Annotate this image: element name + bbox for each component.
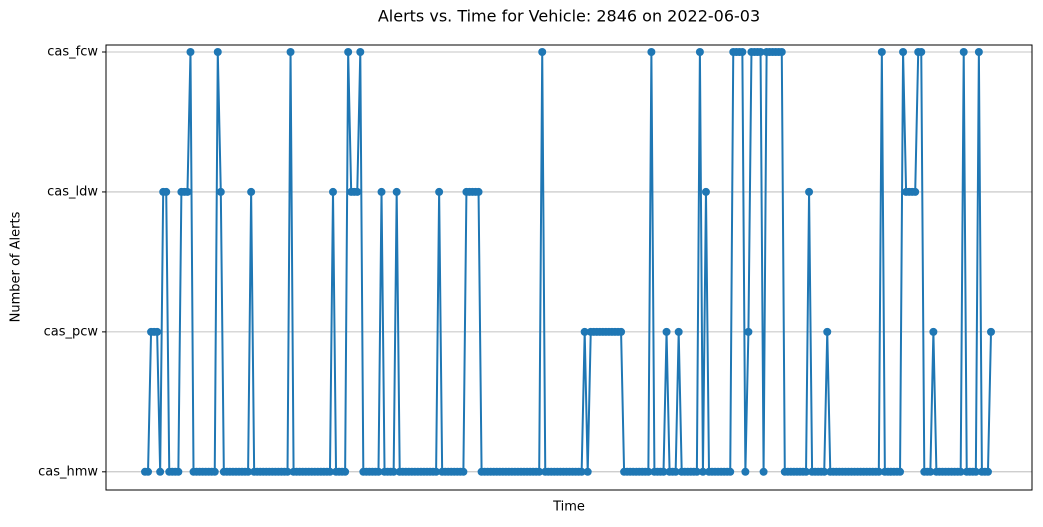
point: [805, 187, 814, 196]
point: [674, 327, 683, 336]
point: [435, 187, 444, 196]
point: [671, 467, 680, 476]
point: [971, 467, 980, 476]
y-axis-label: Number of Alerts: [9, 211, 24, 322]
point: [738, 47, 747, 56]
point: [286, 47, 295, 56]
point: [377, 187, 386, 196]
point: [647, 47, 656, 56]
point: [183, 187, 192, 196]
point: [929, 327, 938, 336]
point: [156, 467, 165, 476]
point: [459, 467, 468, 476]
point: [644, 467, 653, 476]
point: [974, 47, 983, 56]
point: [759, 467, 768, 476]
point: [959, 47, 968, 56]
point: [174, 467, 183, 476]
point: [474, 187, 483, 196]
point: [877, 47, 886, 56]
point: [538, 47, 547, 56]
point: [911, 187, 920, 196]
series-line: [145, 50, 992, 473]
point: [153, 327, 162, 336]
point: [744, 327, 753, 336]
point: [210, 467, 219, 476]
point: [341, 467, 350, 476]
point: [144, 467, 153, 476]
point: [213, 47, 222, 56]
y-tick-label: cas_hmw: [38, 464, 98, 479]
point: [583, 467, 592, 476]
point: [247, 187, 256, 196]
point: [216, 187, 225, 196]
point: [874, 467, 883, 476]
plot-frame: [105, 44, 1033, 491]
point: [820, 467, 829, 476]
point: [802, 467, 811, 476]
point: [432, 467, 441, 476]
point: [662, 327, 671, 336]
y-tick-label: cas_ldw: [47, 184, 98, 199]
point: [701, 187, 710, 196]
point: [659, 467, 668, 476]
point: [329, 187, 337, 196]
point: [695, 47, 704, 56]
point: [692, 467, 701, 476]
point: [926, 467, 935, 476]
point: [186, 47, 195, 56]
point: [162, 187, 171, 196]
point: [344, 47, 353, 56]
point: [617, 327, 626, 336]
point: [535, 467, 544, 476]
point: [325, 467, 334, 476]
point: [374, 467, 383, 476]
point: [698, 467, 707, 476]
point: [896, 467, 905, 476]
point: [356, 47, 365, 56]
point: [353, 187, 362, 196]
point: [899, 47, 908, 56]
point: [244, 467, 253, 476]
point: [777, 47, 786, 56]
y-tick-label: cas_pcw: [44, 324, 99, 339]
x-axis-label: Time: [552, 500, 585, 515]
point: [577, 467, 586, 476]
point: [983, 467, 992, 476]
point: [392, 187, 401, 196]
y-tick-label: cas_fcw: [47, 44, 98, 59]
point: [389, 467, 398, 476]
point: [726, 467, 735, 476]
point: [283, 467, 292, 476]
point: [756, 47, 765, 56]
chart-title: Alerts vs. Time for Vehicle: 2846 on 202…: [378, 7, 760, 26]
point: [741, 467, 750, 476]
point: [956, 467, 965, 476]
point: [917, 47, 926, 56]
point: [823, 327, 832, 336]
point: [987, 327, 995, 336]
point: [580, 327, 589, 336]
